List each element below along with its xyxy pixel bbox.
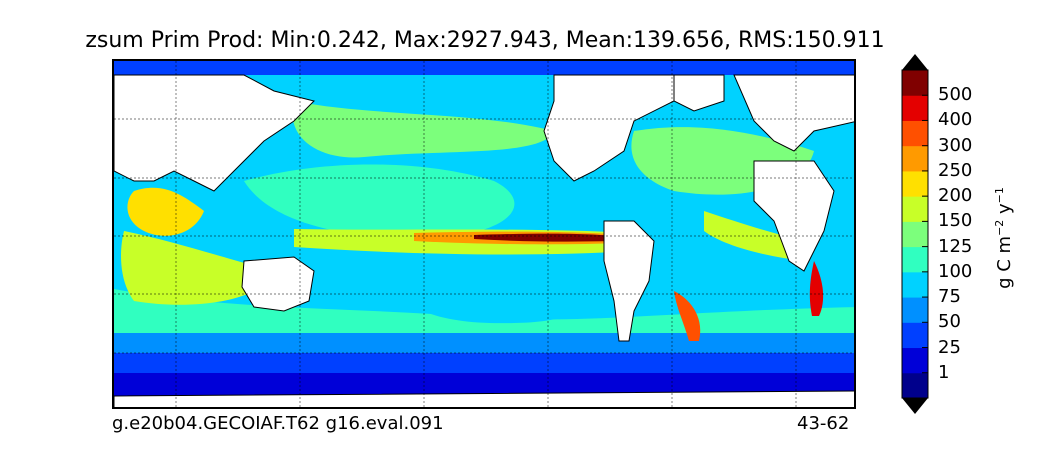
north-pacific-gyre xyxy=(244,164,515,238)
colorbar-extend-max xyxy=(902,54,928,70)
north-pacific-subpolar xyxy=(292,101,554,158)
colorbar-tick-label: 1 xyxy=(938,361,950,383)
colorbar-tick-label: 125 xyxy=(938,235,973,257)
colorbar-tick-label: 50 xyxy=(938,311,961,333)
years-label: 43-62 xyxy=(797,413,850,434)
arctic-band xyxy=(114,61,854,75)
south-america-land xyxy=(603,220,655,342)
asia-land xyxy=(114,74,315,192)
colorbar-tick-label: 100 xyxy=(938,260,973,282)
equatorial-band-500 xyxy=(474,233,614,242)
colorbar-tick-label: 500 xyxy=(938,84,973,106)
colorbar-tick-label: 150 xyxy=(938,210,973,232)
arabian-sea-bloom xyxy=(127,187,204,236)
benguela-upwelling xyxy=(809,261,824,316)
antarctica-land xyxy=(114,390,854,407)
colorbar-tick-label: 300 xyxy=(938,134,973,156)
colorbar xyxy=(901,54,929,414)
colorbar-segment xyxy=(902,170,928,197)
colorbar-tick-label: 200 xyxy=(938,185,973,207)
map-panel xyxy=(112,59,856,409)
colorbar-tick-label: 250 xyxy=(938,159,973,181)
southern-subtropical-band xyxy=(114,289,854,333)
south-pacific-gyre xyxy=(394,258,595,324)
colorbar-segment xyxy=(902,297,928,323)
patagonian-shelf xyxy=(674,291,701,341)
colorbar-frame xyxy=(901,69,929,399)
colorbar-tick-label: 75 xyxy=(938,286,961,308)
colorbar-segment xyxy=(902,120,928,147)
colorbar-segment xyxy=(902,347,928,374)
colorbar-segment xyxy=(902,95,928,121)
indian-ocean-band xyxy=(121,231,275,305)
ocean-productivity-map xyxy=(114,61,854,407)
europe-land xyxy=(733,74,854,152)
colorbar-extend-min xyxy=(902,398,928,414)
greenland-land xyxy=(673,74,725,112)
africa-land xyxy=(753,160,835,272)
australia-land xyxy=(241,256,315,312)
colorbar-label: g C m−2 y−1 xyxy=(993,187,1015,289)
colorbar-segment xyxy=(902,271,928,298)
chart-title: zsum Prim Prod: Min:0.242, Max:2927.943,… xyxy=(85,28,885,53)
colorbar-segment xyxy=(902,372,928,399)
colorbar-segment xyxy=(902,246,928,273)
run-id-label: g.e20b04.GECOIAF.T62 g16.eval.091 xyxy=(112,413,444,434)
colorbar-tick-label: 400 xyxy=(938,109,973,131)
colorbar-segment xyxy=(902,221,928,248)
colorbar-tick-label: 25 xyxy=(938,336,961,358)
colorbar-segment xyxy=(902,196,928,222)
colorbar-segment xyxy=(902,145,928,172)
colorbar-segment xyxy=(902,322,928,349)
colorbar-segment xyxy=(902,70,928,96)
